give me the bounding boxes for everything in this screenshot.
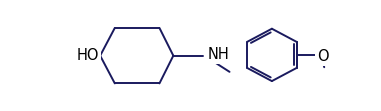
Text: NH: NH [208,47,230,62]
Text: HO: HO [76,48,99,63]
Text: O: O [317,49,329,64]
